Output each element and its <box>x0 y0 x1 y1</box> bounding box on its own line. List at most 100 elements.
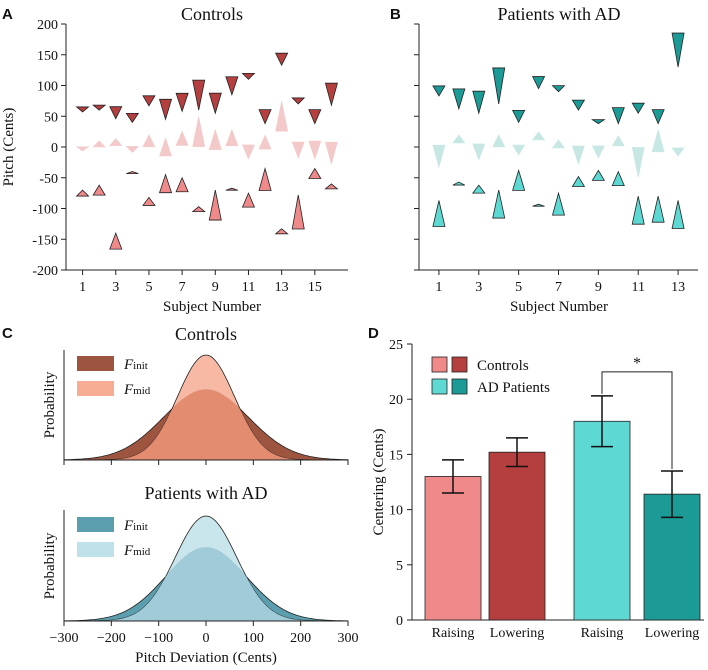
panel-c-bottom-legend: Finit Fmid <box>77 517 151 559</box>
a-marker-lower <box>308 167 322 179</box>
legend-label-controls: Controls <box>477 358 529 374</box>
panel-c-bottom-y-label: Probability <box>42 532 58 599</box>
a-marker-middle <box>109 138 123 146</box>
a-ytick-label: 0 <box>51 141 58 156</box>
b-marker-middle <box>472 143 486 161</box>
a-xtick-label: 7 <box>179 280 186 295</box>
a-marker-upper <box>125 113 140 124</box>
panel-c-xtick-label: 300 <box>338 631 359 646</box>
b-marker-upper <box>531 76 546 90</box>
a-marker-upper <box>208 92 222 115</box>
a-marker-upper <box>274 52 289 67</box>
panel-d-ytick-label: 0 <box>396 614 403 629</box>
b-marker-middle <box>591 145 605 159</box>
a-marker-upper <box>225 76 239 96</box>
b-marker-middle <box>651 128 665 153</box>
a-marker-middle <box>192 116 206 147</box>
legend-label-ad: AD Patients <box>477 380 550 396</box>
b-marker-lower <box>471 184 486 194</box>
a-xtick-label: 11 <box>242 280 255 295</box>
a-marker-upper <box>291 97 306 105</box>
a-ytick-label: -50 <box>39 172 58 187</box>
b-marker-upper <box>472 90 486 115</box>
b-xtick-label: 7 <box>555 280 562 295</box>
panel-d-ytick-label: 5 <box>396 559 403 574</box>
b-marker-lower <box>551 191 566 216</box>
b-marker-lower <box>651 196 665 223</box>
panel-d-significance-marker: * <box>633 355 641 372</box>
b-xtick-label: 9 <box>595 280 602 295</box>
a-marker-lower <box>75 189 90 197</box>
a-marker-upper <box>92 104 107 111</box>
b-marker-upper <box>452 88 466 111</box>
panel-c-xtick-label: −300 <box>50 631 79 646</box>
a-marker-middle <box>142 134 156 148</box>
a-ytick-label: 100 <box>37 80 58 95</box>
b-xtick-label: 5 <box>515 280 522 295</box>
legend-swatch-controls-dark <box>451 356 468 373</box>
b-marker-middle <box>512 144 526 156</box>
b-marker-upper <box>571 99 586 111</box>
a-marker-lower <box>291 194 305 230</box>
a-ytick-label: 150 <box>37 49 58 64</box>
a-marker-upper <box>192 79 206 111</box>
b-marker-upper <box>631 102 645 114</box>
a-marker-middle <box>175 130 189 146</box>
a-marker-lower <box>208 189 222 221</box>
controls-overlap-density <box>64 389 348 460</box>
panel-a-x-label: Subject Number <box>163 299 261 315</box>
panel-d-category-label: Lowering <box>645 626 699 641</box>
b-marker-middle <box>492 134 506 148</box>
a-marker-middle <box>208 128 222 150</box>
a-ytick-label: -150 <box>32 233 58 248</box>
panel-a-title: Controls <box>181 4 243 24</box>
panel-d-y-label: Centering (Cents) <box>371 428 387 535</box>
panel-c-xtick-label: 100 <box>243 631 264 646</box>
a-marker-lower <box>142 196 156 206</box>
panel-d-category-label: Lowering <box>490 626 544 641</box>
b-xtick-label: 1 <box>435 280 442 295</box>
b-marker-upper <box>551 85 566 93</box>
a-ytick-label: 50 <box>44 110 58 125</box>
b-marker-upper <box>651 109 665 125</box>
panel-c-x-label: Pitch Deviation (Cents) <box>135 650 277 665</box>
legend-swatch-controls-init <box>77 356 114 371</box>
panel-d-bar <box>424 476 482 621</box>
a-marker-lower <box>324 183 339 190</box>
b-marker-lower <box>671 200 685 229</box>
b-marker-lower <box>432 200 446 227</box>
panel-letter-d: D <box>368 325 379 342</box>
a-marker-lower <box>191 206 206 213</box>
a-marker-middle <box>325 141 338 166</box>
a-marker-middle <box>75 146 90 152</box>
ad-overlap-density <box>64 547 348 621</box>
a-ytick-label: 200 <box>37 18 58 33</box>
a-marker-upper <box>109 106 123 120</box>
b-marker-lower <box>631 196 645 225</box>
a-ytick-label: -100 <box>32 203 58 218</box>
a-marker-lower <box>225 187 239 191</box>
b-marker-upper <box>511 110 526 124</box>
a-xtick-label: 9 <box>212 280 219 295</box>
legend-swatch-ad-dark <box>451 378 468 395</box>
legend-label-controls-mid: Fmid <box>123 382 151 398</box>
panel-c-xtick-label: 200 <box>290 631 311 646</box>
b-marker-upper <box>591 119 606 125</box>
panel-d-ytick-label: 20 <box>389 393 403 408</box>
a-marker-lower <box>241 192 256 208</box>
panel-d-category-label: Raising <box>432 626 475 641</box>
panel-c-xtick-label: −200 <box>97 631 126 646</box>
a-marker-middle <box>125 146 140 153</box>
b-marker-lower <box>571 175 586 187</box>
a-marker-lower <box>258 167 272 191</box>
a-marker-lower <box>274 228 289 235</box>
panel-c-top-title: Controls <box>175 324 237 344</box>
b-marker-middle <box>611 135 625 147</box>
panel-a-y-label: Pitch (Cents) <box>1 108 17 187</box>
b-marker-upper <box>432 85 446 97</box>
a-marker-upper <box>175 92 189 113</box>
legend-swatch-controls-light <box>431 356 448 373</box>
b-marker-lower <box>452 181 466 186</box>
a-marker-middle <box>242 144 255 160</box>
panel-a: A Controls -200 -150 -100 -50 0 50 100 150 200 1… <box>1 4 348 315</box>
